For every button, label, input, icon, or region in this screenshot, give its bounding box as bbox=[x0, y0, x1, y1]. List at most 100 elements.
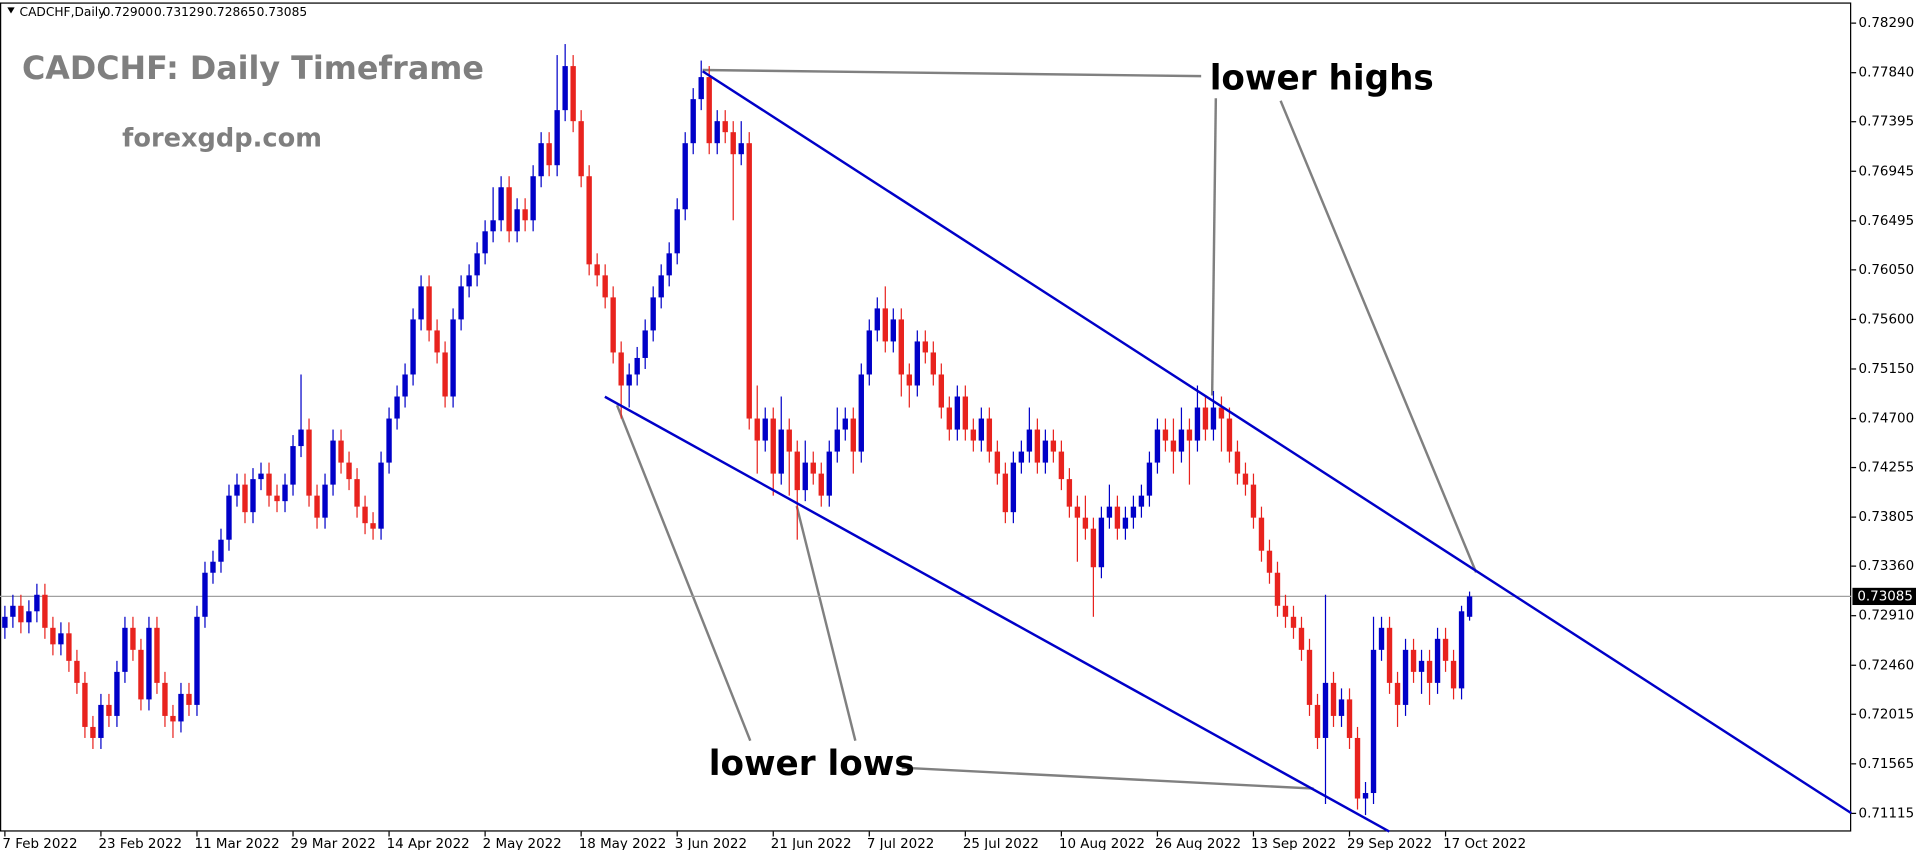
candle-body bbox=[1402, 649, 1409, 705]
candle-body bbox=[1002, 473, 1009, 513]
ohlc-low: 0.72865 bbox=[205, 5, 256, 19]
candle-body bbox=[482, 231, 488, 254]
candle-body bbox=[1322, 682, 1329, 738]
pointer-lines bbox=[615, 68, 1478, 790]
candle-body bbox=[1066, 479, 1073, 507]
candle-body bbox=[1450, 660, 1457, 689]
x-tick-label: 11 Mar 2022 bbox=[195, 836, 280, 850]
candle-body bbox=[810, 462, 816, 474]
candle-body bbox=[1266, 550, 1273, 573]
current-price-label: 0.73085 bbox=[1857, 588, 1913, 604]
candle-body bbox=[1058, 451, 1065, 480]
candle-body bbox=[1114, 506, 1121, 529]
candle-body bbox=[882, 308, 888, 342]
candle-body bbox=[978, 418, 985, 441]
candle-body bbox=[434, 330, 440, 353]
symbol-icon bbox=[7, 7, 15, 14]
candle-body bbox=[770, 418, 776, 474]
x-tick-label: 29 Sep 2022 bbox=[1347, 836, 1432, 850]
candle-body bbox=[282, 484, 288, 502]
candle-body bbox=[514, 209, 520, 232]
x-tick-label: 13 Sep 2022 bbox=[1251, 836, 1336, 850]
candle-body bbox=[82, 682, 88, 727]
y-tick-label: 0.72910 bbox=[1859, 608, 1915, 624]
candle-body bbox=[1234, 451, 1241, 474]
candle-body bbox=[562, 66, 568, 111]
x-tick-label: 21 Jun 2022 bbox=[771, 836, 852, 850]
candle-body bbox=[1242, 473, 1249, 485]
candle-body bbox=[1082, 517, 1089, 529]
candle-body bbox=[466, 275, 472, 287]
candle-body bbox=[666, 253, 672, 276]
candle-body bbox=[1314, 704, 1321, 738]
pointer-line bbox=[615, 404, 752, 742]
candle-body bbox=[1042, 440, 1049, 463]
y-tick-label: 0.75600 bbox=[1859, 311, 1915, 327]
candle-body bbox=[426, 286, 432, 331]
candle-body bbox=[258, 473, 264, 480]
candle-body bbox=[690, 99, 696, 144]
candle-body bbox=[986, 418, 993, 452]
candle-body bbox=[474, 253, 480, 276]
candle-body bbox=[842, 418, 848, 430]
candle-body bbox=[1194, 407, 1201, 441]
candle-body bbox=[946, 407, 953, 430]
x-tick-label: 14 Apr 2022 bbox=[387, 836, 470, 850]
x-tick-label: 10 Aug 2022 bbox=[1059, 836, 1145, 850]
candle-body bbox=[226, 495, 232, 540]
candle-body bbox=[1418, 660, 1425, 672]
plot-frame bbox=[0, 2, 1852, 832]
candle-body bbox=[818, 473, 824, 496]
candle-body bbox=[66, 633, 72, 661]
candle-body bbox=[1378, 627, 1385, 650]
candle-body bbox=[202, 572, 208, 617]
candle-body bbox=[738, 143, 744, 155]
y-tick-label: 0.72015 bbox=[1859, 706, 1915, 722]
candle-body bbox=[914, 341, 920, 386]
y-tick-label: 0.77395 bbox=[1859, 114, 1915, 130]
candle-body bbox=[146, 627, 152, 700]
candle-body bbox=[1370, 649, 1377, 794]
candle-body bbox=[266, 473, 272, 496]
y-tick-label: 0.74255 bbox=[1859, 460, 1915, 476]
candle-body bbox=[1106, 506, 1113, 518]
candle-body bbox=[626, 374, 632, 386]
candle-body bbox=[450, 319, 456, 397]
candle-body bbox=[394, 396, 400, 419]
candle-body bbox=[1090, 528, 1097, 568]
candle-body bbox=[34, 594, 40, 612]
current-price-box bbox=[1852, 587, 1916, 606]
ohlc-open: 0.72900 bbox=[103, 5, 154, 19]
candle-body bbox=[10, 605, 16, 617]
candle-body bbox=[210, 561, 216, 573]
candle-body bbox=[442, 352, 448, 397]
candle-body bbox=[954, 396, 961, 430]
candle-body bbox=[506, 187, 512, 232]
candle-body bbox=[1170, 440, 1177, 452]
candle-body bbox=[650, 297, 656, 331]
candle-body bbox=[1050, 440, 1057, 452]
candle-body bbox=[786, 429, 792, 452]
candle-body bbox=[138, 649, 144, 700]
candle-body bbox=[1354, 737, 1361, 799]
candles bbox=[2, 44, 1473, 816]
annotation: lower highs bbox=[1210, 58, 1434, 98]
candle-body bbox=[1386, 627, 1393, 683]
candle-body bbox=[602, 275, 608, 298]
y-tick-label: 0.76945 bbox=[1859, 163, 1915, 179]
ohlc-high: 0.73129 bbox=[154, 5, 205, 19]
candle-body bbox=[1330, 682, 1337, 716]
candle-body bbox=[634, 357, 640, 375]
candle-body bbox=[1258, 517, 1265, 551]
candle-body bbox=[378, 462, 384, 529]
candle-body bbox=[754, 418, 760, 441]
y-tick-label: 0.74700 bbox=[1859, 411, 1915, 427]
candle-body bbox=[794, 451, 800, 491]
trend-line bbox=[604, 395, 1390, 833]
candle-body bbox=[1026, 429, 1033, 452]
candle-body bbox=[122, 627, 128, 672]
candle-body bbox=[1074, 506, 1081, 518]
candle-body bbox=[74, 660, 80, 683]
